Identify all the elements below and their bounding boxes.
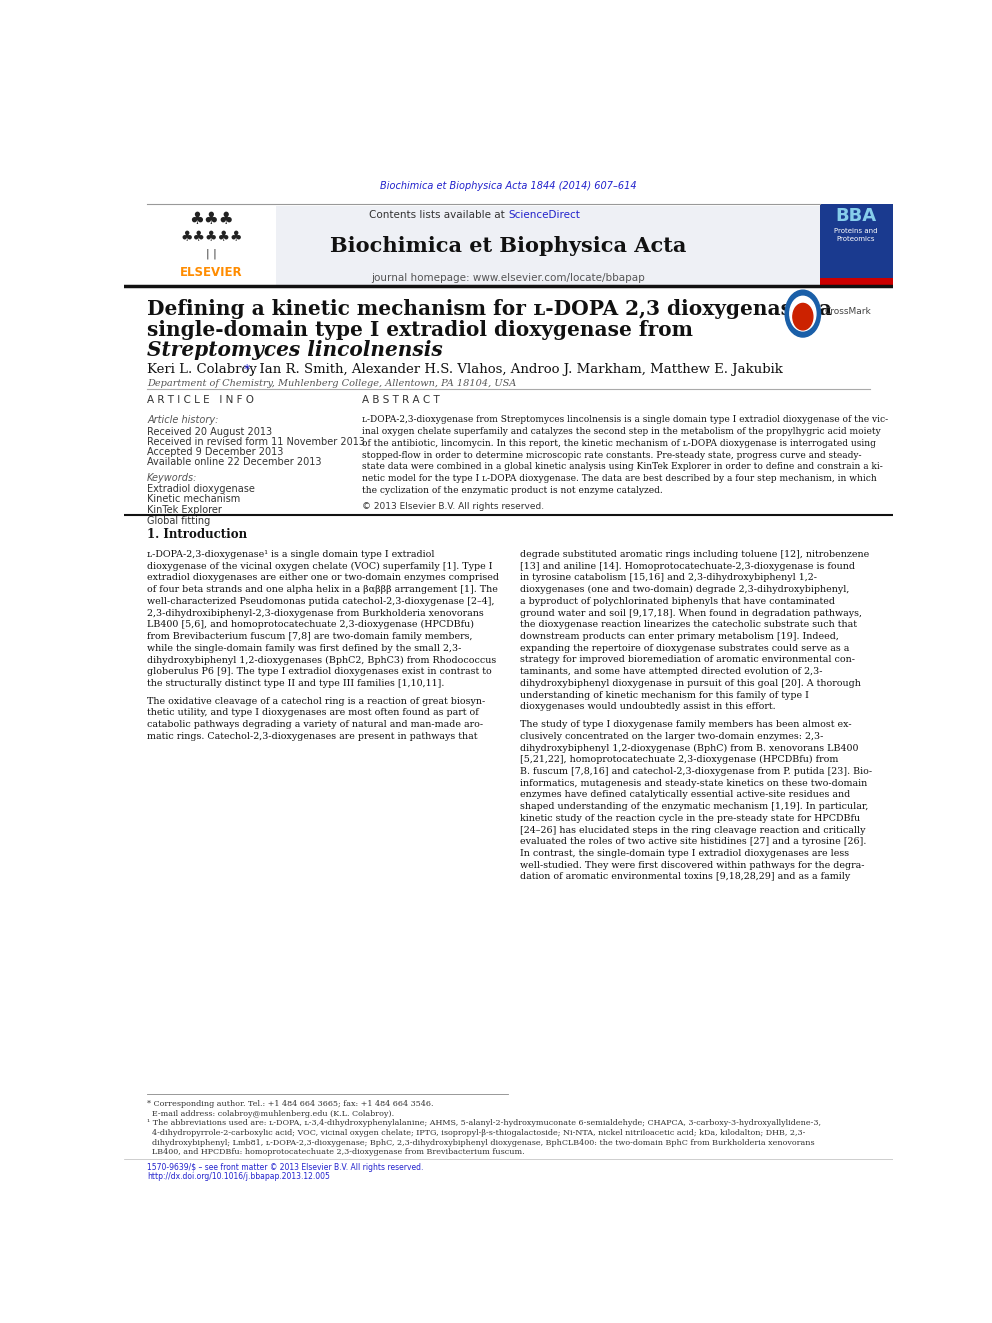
Text: Global fitting: Global fitting <box>147 516 210 525</box>
Text: A R T I C L E   I N F O: A R T I C L E I N F O <box>147 396 254 405</box>
Text: well-studied. They were first discovered within pathways for the degra-: well-studied. They were first discovered… <box>520 861 864 869</box>
Text: [24–26] has elucidated steps in the ring cleavage reaction and critically: [24–26] has elucidated steps in the ring… <box>520 826 865 835</box>
Text: a byproduct of polychlorinated biphenyls that have contaminated: a byproduct of polychlorinated biphenyls… <box>520 597 835 606</box>
Text: ♣♣♣♣♣: ♣♣♣♣♣ <box>181 230 243 243</box>
Text: , Ian R. Smith, Alexander H.S. Vlahos, Androo J. Markham, Matthew E. Jakubik: , Ian R. Smith, Alexander H.S. Vlahos, A… <box>251 363 783 376</box>
Text: © 2013 Elsevier B.V. All rights reserved.: © 2013 Elsevier B.V. All rights reserved… <box>362 501 545 511</box>
Text: inal oxygen chelate superfamily and catalyzes the second step in the metabolism : inal oxygen chelate superfamily and cata… <box>362 427 881 437</box>
Text: while the single-domain family was first defined by the small 2,3-: while the single-domain family was first… <box>147 644 461 652</box>
Text: Proteins and
Proteomics: Proteins and Proteomics <box>834 228 878 242</box>
Text: Available online 22 December 2013: Available online 22 December 2013 <box>147 458 321 467</box>
Text: B. fuscum [7,8,16] and catechol-2,3-dioxygenase from P. putida [23]. Bio-: B. fuscum [7,8,16] and catechol-2,3-diox… <box>520 767 872 775</box>
Text: dihydroxybiphenyl 1,2-dioxygenase (BphC) from B. xenovorans LB400: dihydroxybiphenyl 1,2-dioxygenase (BphC)… <box>520 744 858 753</box>
Text: Keywords:: Keywords: <box>147 472 197 483</box>
Text: ELSEVIER: ELSEVIER <box>181 266 243 279</box>
Text: Kinetic mechanism: Kinetic mechanism <box>147 495 240 504</box>
Text: E-mail address: colabroy@muhlenberg.edu (K.L. Colabroy).: E-mail address: colabroy@muhlenberg.edu … <box>147 1110 394 1118</box>
Text: *: * <box>243 363 249 376</box>
Text: dihydroxybiphenyl dioxygenase in pursuit of this goal [20]. A thorough: dihydroxybiphenyl dioxygenase in pursuit… <box>520 679 861 688</box>
Text: Article history:: Article history: <box>147 415 218 426</box>
Text: ¹ The abbreviations used are: ʟ-DOPA, ʟ-3,4-dihydroxyphenylalanine; AHMS, 5-alan: ¹ The abbreviations used are: ʟ-DOPA, ʟ-… <box>147 1119 821 1127</box>
Text: [13] and aniline [14]. Homoprotocatechuate-2,3-dioxygenase is found: [13] and aniline [14]. Homoprotocatechua… <box>520 562 855 570</box>
Text: BBA: BBA <box>835 206 877 225</box>
Bar <box>147 205 819 284</box>
Text: extradiol dioxygenases are either one or two-domain enzymes comprised: extradiol dioxygenases are either one or… <box>147 573 499 582</box>
Text: LB400 [5,6], and homoprotocatechuate 2,3-dioxygenase (HPCDBfu): LB400 [5,6], and homoprotocatechuate 2,3… <box>147 620 474 630</box>
Text: http://dx.doi.org/10.1016/j.bbapap.2013.12.005: http://dx.doi.org/10.1016/j.bbapap.2013.… <box>147 1172 330 1181</box>
Text: understanding of kinetic mechanism for this family of type I: understanding of kinetic mechanism for t… <box>520 691 808 700</box>
Text: the structurally distinct type II and type III families [1,10,11].: the structurally distinct type II and ty… <box>147 679 444 688</box>
Text: informatics, mutagenesis and steady-state kinetics on these two-domain: informatics, mutagenesis and steady-stat… <box>520 779 867 787</box>
Text: A B S T R A C T: A B S T R A C T <box>362 396 440 405</box>
Text: Received 20 August 2013: Received 20 August 2013 <box>147 427 272 437</box>
Text: Streptomyces lincolnensis: Streptomyces lincolnensis <box>147 340 442 360</box>
Text: LB400, and HPCDBfu: homoprotocatechuate 2,3-dioxygenase from Brevibacterium fusc: LB400, and HPCDBfu: homoprotocatechuate … <box>147 1148 525 1156</box>
Text: * Corresponding author. Tel.: +1 484 664 3665; fax: +1 484 664 3546.: * Corresponding author. Tel.: +1 484 664… <box>147 1099 434 1109</box>
Text: degrade substituted aromatic rings including toluene [12], nitrobenzene: degrade substituted aromatic rings inclu… <box>520 550 869 558</box>
Text: Received in revised form 11 November 2013: Received in revised form 11 November 201… <box>147 437 365 447</box>
Circle shape <box>793 303 812 329</box>
Text: 1. Introduction: 1. Introduction <box>147 528 247 541</box>
Text: dioxygenase of the vicinal oxygen chelate (VOC) superfamily [1]. Type I: dioxygenase of the vicinal oxygen chelat… <box>147 562 493 570</box>
Text: Keri L. Colabroy: Keri L. Colabroy <box>147 363 261 376</box>
Text: Extradiol dioxygenase: Extradiol dioxygenase <box>147 484 255 493</box>
Text: ScienceDirect: ScienceDirect <box>509 209 580 220</box>
Text: strategy for improved bioremediation of aromatic environmental con-: strategy for improved bioremediation of … <box>520 655 855 664</box>
Text: kinetic study of the reaction cycle in the pre-steady state for HPCDBfu: kinetic study of the reaction cycle in t… <box>520 814 860 823</box>
Bar <box>819 204 893 284</box>
Text: evaluated the roles of two active site histidines [27] and a tyrosine [26].: evaluated the roles of two active site h… <box>520 837 866 847</box>
Text: single-domain type I extradiol dioxygenase from: single-domain type I extradiol dioxygena… <box>147 320 693 340</box>
Text: ʟ-DOPA-2,3-dioxygenase from Streptomyces lincolnensis is a single domain type I : ʟ-DOPA-2,3-dioxygenase from Streptomyces… <box>362 415 889 425</box>
Text: downstream products can enter primary metabolism [19]. Indeed,: downstream products can enter primary me… <box>520 632 839 640</box>
Text: The oxidative cleavage of a catechol ring is a reaction of great biosyn-: The oxidative cleavage of a catechol rin… <box>147 697 485 705</box>
Circle shape <box>790 296 815 331</box>
Text: Biochimica et Biophysica Acta: Biochimica et Biophysica Acta <box>330 237 686 257</box>
Text: ♣♣♣: ♣♣♣ <box>189 209 234 228</box>
Bar <box>819 278 893 284</box>
Text: dioxygenases (one and two-domain) degrade 2,3-dihydroxybiphenyl,: dioxygenases (one and two-domain) degrad… <box>520 585 849 594</box>
Text: Defining a kinetic mechanism for ʟ-DOPA 2,3 dioxygenase, a: Defining a kinetic mechanism for ʟ-DOPA … <box>147 299 832 319</box>
Text: dihydroxybiphenyl; Lmb81, ʟ-DOPA-2,3-dioxygenase; BphC, 2,3-dihydroxybiphenyl di: dihydroxybiphenyl; Lmb81, ʟ-DOPA-2,3-dio… <box>147 1139 814 1147</box>
Text: from Brevibacterium fuscum [7,8] are two-domain family members,: from Brevibacterium fuscum [7,8] are two… <box>147 632 472 640</box>
Text: KinTek Explorer: KinTek Explorer <box>147 505 222 515</box>
Text: taminants, and some have attempted directed evolution of 2,3-: taminants, and some have attempted direc… <box>520 667 822 676</box>
Text: the cyclization of the enzymatic product is not enzyme catalyzed.: the cyclization of the enzymatic product… <box>362 486 663 495</box>
Text: 1570-9639/$ – see front matter © 2013 Elsevier B.V. All rights reserved.: 1570-9639/$ – see front matter © 2013 El… <box>147 1163 424 1172</box>
Text: 2,3-dihydroxibiphenyl-2,3-dioxygenase from Burkholderia xenovorans: 2,3-dihydroxibiphenyl-2,3-dioxygenase fr… <box>147 609 484 618</box>
Text: enzymes have defined catalytically essential active-site residues and: enzymes have defined catalytically essen… <box>520 790 850 799</box>
Text: ʟ-DOPA-2,3-dioxygenase¹ is a single domain type I extradiol: ʟ-DOPA-2,3-dioxygenase¹ is a single doma… <box>147 550 434 558</box>
Text: | |: | | <box>206 249 217 259</box>
Text: shaped understanding of the enzymatic mechanism [1,19]. In particular,: shaped understanding of the enzymatic me… <box>520 802 868 811</box>
Text: catabolic pathways degrading a variety of natural and man-made aro-: catabolic pathways degrading a variety o… <box>147 720 483 729</box>
Text: expanding the repertoire of dioxygenase substrates could serve as a: expanding the repertoire of dioxygenase … <box>520 644 849 652</box>
Circle shape <box>786 290 820 337</box>
Text: CrossMark: CrossMark <box>824 307 871 316</box>
Text: dioxygenases would undoubtedly assist in this effort.: dioxygenases would undoubtedly assist in… <box>520 703 776 712</box>
Text: netic model for the type I ʟ-DOPA dioxygenase. The data are best described by a : netic model for the type I ʟ-DOPA dioxyg… <box>362 474 877 483</box>
Text: dation of aromatic environmental toxins [9,18,28,29] and as a family: dation of aromatic environmental toxins … <box>520 872 850 881</box>
Text: thetic utility, and type I dioxygenases are most often found as part of: thetic utility, and type I dioxygenases … <box>147 708 479 717</box>
Text: dihydroxybiphenyl 1,2-dioxygenases (BphC2, BphC3) from Rhodococcus: dihydroxybiphenyl 1,2-dioxygenases (BphC… <box>147 655 496 664</box>
Text: In contrast, the single-domain type I extradiol dioxygenases are less: In contrast, the single-domain type I ex… <box>520 849 849 857</box>
Text: 4-dihydropyrrole-2-carboxylic acid; VOC, vicinal oxygen chelate; IPTG, isopropyl: 4-dihydropyrrole-2-carboxylic acid; VOC,… <box>147 1129 806 1136</box>
Text: journal homepage: www.elsevier.com/locate/bbapap: journal homepage: www.elsevier.com/locat… <box>372 273 645 283</box>
Text: well-characterized Pseudomonas putida catechol-2,3-dioxygenase [2–4],: well-characterized Pseudomonas putida ca… <box>147 597 495 606</box>
Text: in tyrosine catabolism [15,16] and 2,3-dihydroxybiphenyl 1,2-: in tyrosine catabolism [15,16] and 2,3-d… <box>520 573 817 582</box>
Text: Accepted 9 December 2013: Accepted 9 December 2013 <box>147 447 284 456</box>
Text: of the antibiotic, lincomycin. In this report, the kinetic mechanism of ʟ-DOPA d: of the antibiotic, lincomycin. In this r… <box>362 439 876 448</box>
Text: clusively concentrated on the larger two-domain enzymes: 2,3-: clusively concentrated on the larger two… <box>520 732 823 741</box>
Bar <box>147 205 276 284</box>
Text: state data were combined in a global kinetic analysis using KinTek Explorer in o: state data were combined in a global kin… <box>362 462 883 471</box>
Text: ground water and soil [9,17,18]. When found in degradation pathways,: ground water and soil [9,17,18]. When fo… <box>520 609 862 618</box>
Text: matic rings. Catechol-2,3-dioxygenases are present in pathways that: matic rings. Catechol-2,3-dioxygenases a… <box>147 732 477 741</box>
Text: the dioxygenase reaction linearizes the catecholic substrate such that: the dioxygenase reaction linearizes the … <box>520 620 857 630</box>
Text: globerulus P6 [9]. The type I extradiol dioxygenases exist in contrast to: globerulus P6 [9]. The type I extradiol … <box>147 667 492 676</box>
Text: of four beta strands and one alpha helix in a βαβββ arrangement [1]. The: of four beta strands and one alpha helix… <box>147 585 498 594</box>
Text: stopped-flow in order to determine microscopic rate constants. Pre-steady state,: stopped-flow in order to determine micro… <box>362 451 862 459</box>
Text: Contents lists available at: Contents lists available at <box>369 209 509 220</box>
Text: Biochimica et Biophysica Acta 1844 (2014) 607–614: Biochimica et Biophysica Acta 1844 (2014… <box>380 181 637 191</box>
Text: The study of type I dioxygenase family members has been almost ex-: The study of type I dioxygenase family m… <box>520 720 851 729</box>
Text: Department of Chemistry, Muhlenberg College, Allentown, PA 18104, USA: Department of Chemistry, Muhlenberg Coll… <box>147 378 516 388</box>
Text: [5,21,22], homoprotocatechuate 2,3-dioxygenase (HPCDBfu) from: [5,21,22], homoprotocatechuate 2,3-dioxy… <box>520 755 838 765</box>
